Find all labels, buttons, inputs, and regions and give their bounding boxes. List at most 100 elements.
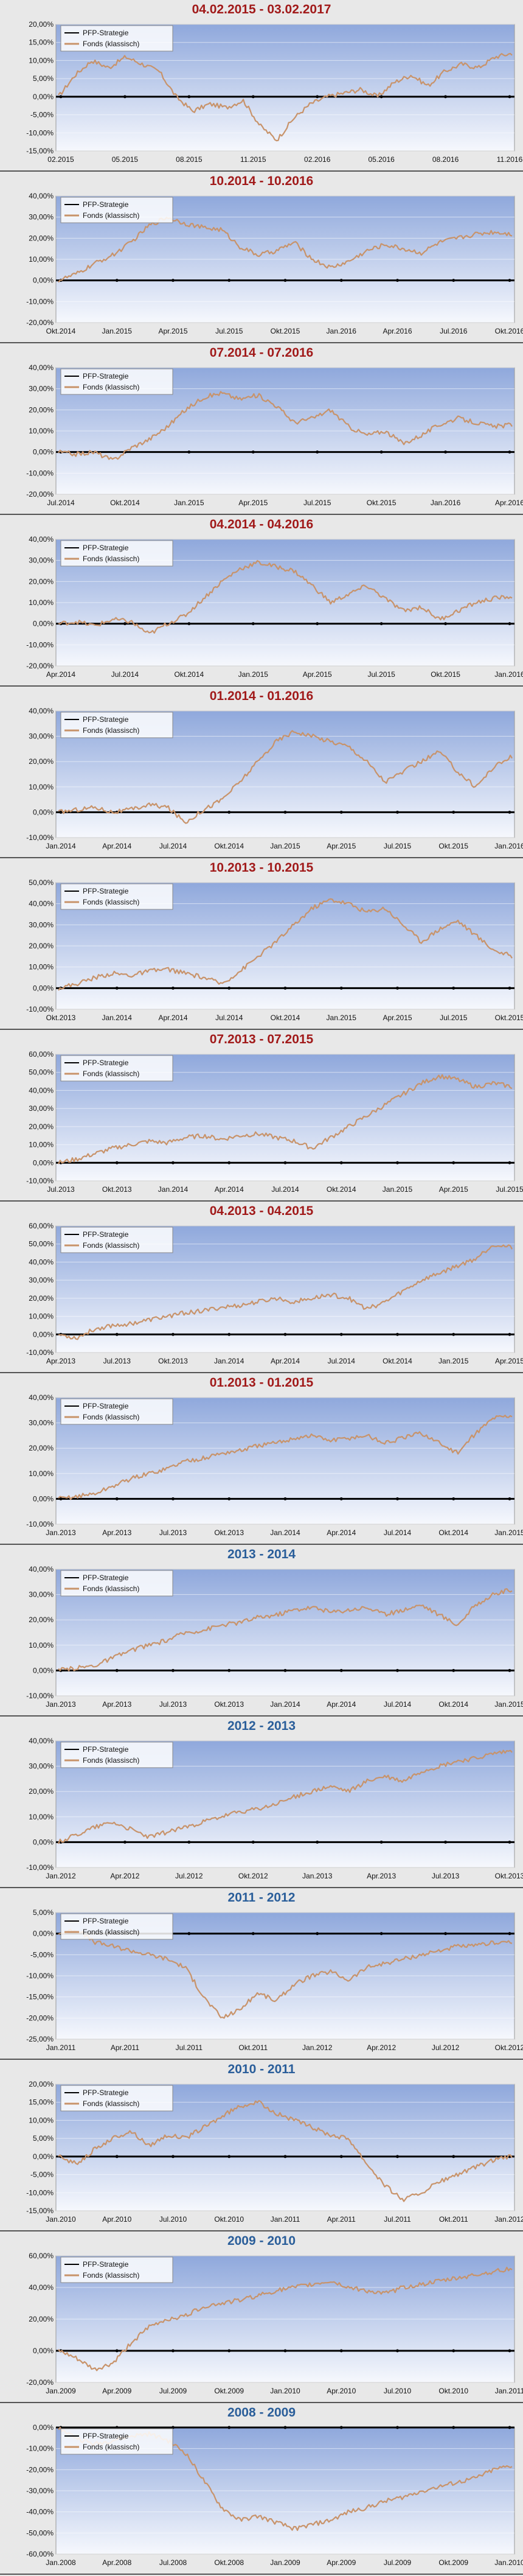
x-tick-mark (59, 95, 63, 99)
x-tick-mark (171, 2426, 175, 2429)
x-tick-label: Okt.2013 (102, 1185, 132, 1194)
legend-label-pfp-strategie: PFP-Strategie (83, 1230, 129, 1239)
line-chart: -20,00% -10,00% 0,00% 10,00% 20,00% 30,00% 40,… (26, 535, 523, 679)
x-tick-label: Jan.2012 (46, 1872, 76, 1880)
x-tick-mark (227, 986, 231, 990)
y-tick-label: 0,00% (33, 1930, 54, 1938)
series-line-fonds-klassisch (58, 1588, 513, 1671)
x-tick-label: Jan.2011 (495, 2387, 523, 2395)
x-tick-mark (452, 1161, 455, 1164)
x-tick-mark (227, 2426, 231, 2429)
x-tick-label: Jul.2013 (47, 1185, 75, 1194)
x-tick-label: Jan.2012 (494, 2215, 523, 2224)
x-tick-mark (283, 1332, 287, 1336)
y-tick-label: 5,00% (33, 1908, 54, 1917)
x-tick-mark (396, 986, 399, 990)
x-tick-mark (452, 279, 455, 282)
x-tick-label: Jul.2013 (103, 1357, 131, 1365)
series-line-fonds-klassisch (57, 1749, 513, 1844)
y-tick-label: 10,00% (29, 1813, 54, 1821)
x-tick-mark (123, 1840, 126, 1844)
x-tick-label: Okt.2009 (438, 2558, 468, 2567)
x-tick-mark (339, 279, 343, 282)
y-tick-label: 10,00% (29, 427, 54, 435)
x-tick-mark (115, 2426, 119, 2429)
x-tick-mark (251, 622, 255, 626)
x-tick-label: Okt.2009 (214, 2387, 244, 2395)
x-tick-mark (187, 1840, 191, 1844)
y-tick-label: 40,00% (29, 1393, 54, 1402)
x-tick-label: Jul.2014 (328, 1357, 356, 1365)
y-tick-label: -15,00% (26, 2207, 54, 2215)
chart-title: 07.2014 - 07.2016 (209, 346, 314, 360)
y-tick-label: -60,00% (26, 2550, 54, 2558)
y-tick-label: -5,00% (30, 2171, 54, 2179)
x-tick-mark (283, 279, 287, 282)
x-tick-label: Jul.2009 (159, 2387, 187, 2395)
x-tick-label: Jan.2016 (494, 842, 523, 850)
x-tick-mark (339, 810, 343, 814)
x-tick-mark (59, 1497, 63, 1500)
legend-label-pfp-strategie: PFP-Strategie (83, 715, 129, 724)
x-tick-label: 05.2015 (112, 155, 139, 164)
x-tick-label: Apr.2013 (102, 1528, 131, 1537)
y-tick-label: 30,00% (29, 1419, 54, 1427)
x-tick-mark (339, 2155, 343, 2158)
y-tick-label: 0,00% (33, 620, 54, 628)
x-tick-label: Apr.2015 (439, 1185, 468, 1194)
x-tick-mark (316, 450, 319, 454)
chart-title: 01.2014 - 01.2016 (209, 689, 314, 703)
legend-label-fonds-klassisch: Fonds (klassisch) (83, 898, 139, 906)
legend-label-fonds-klassisch: Fonds (klassisch) (83, 383, 139, 391)
y-tick-label: 30,00% (29, 556, 54, 565)
legend (60, 2256, 173, 2283)
x-tick-label: 05.2016 (368, 155, 395, 164)
chart-panel: 10.2014 - 10.2016 -20,00% -10,00% 0,00% 10,0… (0, 172, 523, 343)
x-tick-label: Okt.2013 (46, 1013, 76, 1022)
y-tick-label: 0,00% (33, 448, 54, 457)
y-tick-label: 20,00% (29, 1615, 54, 1624)
chart-title: 01.2013 - 01.2015 (209, 1376, 314, 1390)
x-tick-label: Jul.2010 (159, 2215, 187, 2224)
x-tick-label: Okt.2014 (214, 842, 244, 850)
chart-panel: 10.2013 - 10.2015 -10,00% 0,00% 10,00% 20,00… (0, 858, 523, 1030)
y-tick-label: 20,00% (29, 1787, 54, 1796)
line-chart: -15,00% -10,00% -5,00% 0,00% 5,00% 10,00% 15,0… (26, 2080, 523, 2224)
x-tick-mark (379, 1932, 383, 1936)
y-tick-label: -10,00% (26, 1972, 54, 1980)
x-tick-mark (339, 2349, 343, 2353)
y-tick-label: 20,00% (29, 2315, 54, 2323)
y-tick-label: 10,00% (29, 1141, 54, 1149)
x-tick-label: Jan.2012 (302, 2043, 333, 2052)
x-tick-label: Jan.2014 (158, 1185, 189, 1194)
line-chart: -10,00% 0,00% 10,00% 20,00% 30,00% 40,00% 50,0… (26, 1050, 523, 1194)
x-tick-mark (508, 2426, 511, 2429)
legend-label-fonds-klassisch: Fonds (klassisch) (83, 40, 139, 48)
x-tick-mark (283, 810, 287, 814)
y-tick-label: 0,00% (33, 1158, 54, 1167)
y-tick-label: 50,00% (29, 1068, 54, 1077)
x-tick-mark (452, 986, 455, 990)
y-tick-label: 0,00% (33, 1330, 54, 1339)
x-tick-label: Apr.2015 (327, 842, 356, 850)
line-chart: -10,00% 0,00% 10,00% 20,00% 30,00% 40,00% 50,0… (26, 878, 523, 1022)
legend-label-pfp-strategie: PFP-Strategie (83, 29, 129, 37)
y-tick-label: -40,00% (26, 2508, 54, 2516)
legend (60, 197, 173, 223)
chart-title: 2013 - 2014 (227, 1547, 296, 1561)
x-tick-label: Jul.2015 (367, 670, 395, 679)
y-tick-label: 20,00% (29, 2080, 54, 2088)
chart-panel: 2011 - 2012 -25,00% -20,00% -15,00% -10,00% -… (0, 1888, 523, 2060)
chart-title: 2008 - 2009 (227, 2406, 296, 2420)
y-tick-label: 10,00% (29, 963, 54, 971)
x-tick-mark (115, 1668, 119, 1672)
x-tick-label: Okt.2014 (327, 1185, 356, 1194)
legend-label-pfp-strategie: PFP-Strategie (83, 2260, 129, 2269)
x-tick-label: Apr.2012 (367, 2043, 396, 2052)
y-tick-label: -20,00% (26, 2378, 54, 2387)
x-tick-label: Apr.2011 (111, 2043, 139, 2052)
x-tick-label: Apr.2009 (327, 2558, 356, 2567)
x-tick-label: Apr.2013 (367, 1872, 396, 1880)
y-tick-label: 10,00% (29, 598, 54, 607)
legend (60, 368, 173, 395)
